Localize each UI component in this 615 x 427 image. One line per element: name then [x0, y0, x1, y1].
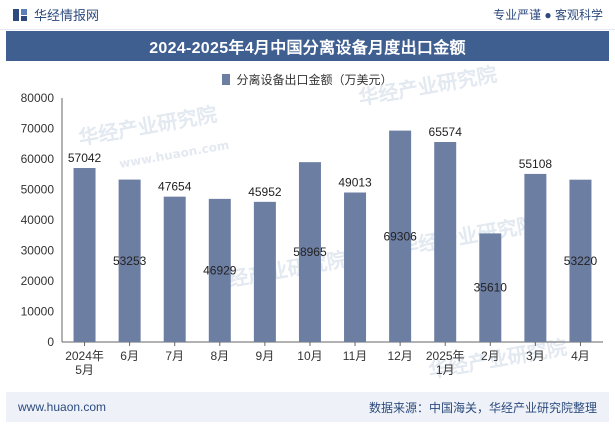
x-tick-label-line: 9月 — [256, 349, 275, 363]
x-tick-label-line: 2025年 — [426, 349, 465, 363]
labels-group: 57042 53253 47654 46929 45952 58965 49013 69306… — [68, 125, 598, 295]
x-tick-label-line: 5月 — [75, 363, 94, 377]
y-tick-label: 0 — [47, 335, 54, 349]
brand[interactable]: 华经情报网 — [12, 5, 99, 24]
bar — [524, 173, 547, 342]
bar — [569, 179, 592, 342]
x-tick-label-line: 11月 — [343, 349, 367, 363]
x-tick-label: 11月 — [343, 349, 367, 363]
chart-title-bar: 2024-2025年4月中国分离设备月度出口金额 — [6, 31, 609, 61]
tagline: 专业严谨 ● 客观科学 — [493, 8, 603, 22]
data-label: 46929 — [203, 263, 237, 277]
data-label: 45952 — [248, 185, 282, 199]
x-tick-label-line: 2月 — [481, 349, 500, 363]
x-tick-label: 9月 — [256, 349, 275, 363]
bar — [163, 196, 186, 342]
x-tick-label-line: 1月 — [436, 363, 455, 377]
bar — [253, 201, 276, 342]
x-tick-label-line: 12月 — [387, 349, 412, 363]
data-label: 53220 — [564, 254, 598, 268]
bar — [208, 198, 231, 342]
data-label: 65574 — [429, 125, 463, 139]
bar — [298, 162, 321, 342]
watermark-text: www.huaon.com — [118, 138, 230, 171]
x-tick-label: 2月 — [481, 349, 500, 363]
x-tick-label: 3月 — [526, 349, 545, 363]
legend-swatch — [222, 73, 231, 85]
x-tick-label: 7月 — [165, 349, 184, 363]
brand-name: 华经情报网 — [34, 8, 100, 23]
x-tick-label: 4月 — [571, 349, 590, 363]
bar — [389, 130, 412, 342]
chart-title: 2024-2025年4月中国分离设备月度出口金额 — [149, 40, 466, 57]
y-tick-label: 70000 — [21, 122, 55, 136]
data-label: 49013 — [338, 176, 372, 190]
bar — [73, 168, 96, 342]
data-label: 55108 — [519, 157, 553, 171]
y-tick-label: 60000 — [21, 152, 55, 166]
bar — [434, 141, 457, 342]
footer-bar: www.huaon.com 数据来源：中国海关，华经产业研究院整理 — [6, 392, 609, 422]
y-tick-label: 40000 — [21, 213, 55, 227]
data-label: 58965 — [293, 245, 327, 259]
legend-label: 分离设备出口金额（万美元） — [236, 72, 393, 87]
footer-website[interactable]: www.huaon.com — [18, 400, 107, 414]
y-tick-label: 50000 — [21, 183, 55, 197]
data-label: 47654 — [158, 180, 192, 194]
y-tick-label: 10000 — [21, 305, 55, 319]
x-tick-label-line: 4月 — [571, 349, 590, 363]
x-tick-label-line: 6月 — [120, 349, 139, 363]
brand-logo-icon — [13, 8, 27, 21]
bar — [344, 192, 367, 342]
x-tick-label: 6月 — [120, 349, 139, 363]
x-tick-label-line: 10月 — [297, 349, 322, 363]
bar — [118, 179, 141, 342]
x-tick-label-line: 8月 — [210, 349, 229, 363]
x-tick-label: 12月 — [387, 349, 412, 363]
x-tick-label-line: 3月 — [526, 349, 545, 363]
data-label: 69306 — [383, 229, 417, 243]
watermark-text: 华经产业研究院 — [397, 212, 539, 260]
x-tick-label-line: 7月 — [165, 349, 184, 363]
x-tick-label: 10月 — [297, 349, 322, 363]
axes-group: 0 10000 20000 30000 40000 50000 60000 70000 8000… — [21, 91, 603, 377]
watermark-text: 华经产业研究院 — [357, 62, 499, 110]
x-tick-label: 2024年 5月 — [65, 349, 104, 377]
data-label: 57042 — [68, 151, 102, 165]
y-tick-label: 80000 — [21, 91, 55, 105]
bar — [479, 233, 502, 342]
bars-group — [73, 130, 592, 342]
header-bar: 华经情报网 专业严谨 ● 客观科学 — [0, 0, 615, 30]
y-tick-label: 20000 — [21, 274, 55, 288]
data-label: 53253 — [113, 254, 147, 268]
footer-source: 数据来源：中国海关，华经产业研究院整理 — [368, 400, 597, 415]
y-tick-label: 30000 — [21, 244, 55, 258]
data-label: 35610 — [474, 281, 508, 295]
x-tick-label: 2025年 1月 — [426, 349, 465, 377]
legend[interactable]: 分离设备出口金额（万美元） — [0, 70, 615, 88]
x-tick-label-line: 2024年 — [65, 349, 104, 363]
x-tick-label: 8月 — [210, 349, 229, 363]
